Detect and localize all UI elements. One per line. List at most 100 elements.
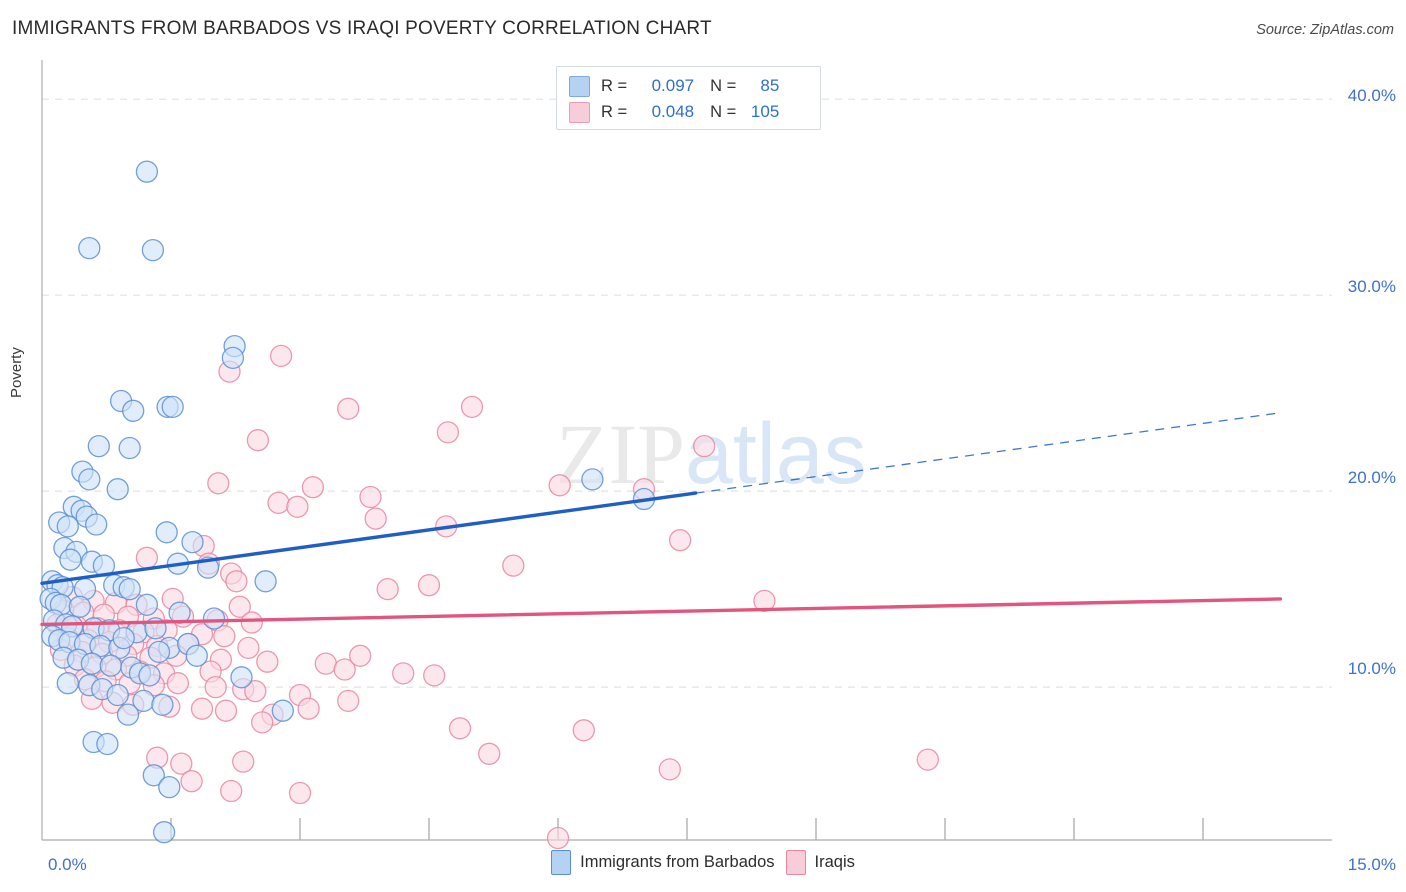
series-legend-item-barbados[interactable]: Immigrants from Barbados xyxy=(551,850,775,875)
data-point xyxy=(337,689,360,713)
series-legend-item-iraqis[interactable]: Iraqis xyxy=(785,850,855,875)
data-point xyxy=(254,570,277,593)
data-point xyxy=(376,577,399,601)
data-point xyxy=(185,644,208,667)
data-point xyxy=(502,554,525,577)
y-axis-tick-20: 20.0% xyxy=(1347,468,1396,487)
data-point xyxy=(80,652,104,675)
data-point xyxy=(116,703,140,726)
stats-legend: R = 0.097 N = 85 R = 0.048 N = 105 xyxy=(556,66,821,130)
data-point xyxy=(99,654,122,677)
data-point xyxy=(572,719,595,742)
data-point xyxy=(122,399,145,422)
data-point xyxy=(286,495,309,518)
data-point xyxy=(78,468,101,491)
data-point xyxy=(230,666,253,689)
stats-legend-row-iraqis: R = 0.048 N = 105 xyxy=(569,99,810,125)
data-point xyxy=(251,711,274,734)
data-point xyxy=(244,679,267,703)
data-point xyxy=(85,513,108,536)
data-point xyxy=(256,650,279,673)
data-point xyxy=(138,664,161,687)
data-point xyxy=(135,160,159,183)
data-point xyxy=(202,607,226,630)
trendline-solid-immigrants-from-barbados xyxy=(40,491,698,585)
data-point xyxy=(170,752,193,775)
data-point xyxy=(228,595,251,618)
data-point xyxy=(180,770,203,793)
data-point xyxy=(364,507,387,530)
points-immigrants-from-barbados xyxy=(39,160,656,844)
r-value-pink: 0.048 xyxy=(651,102,695,121)
data-point xyxy=(161,395,184,419)
data-point xyxy=(359,485,382,509)
data-point xyxy=(181,530,204,554)
data-point xyxy=(220,779,243,803)
points-iraqis xyxy=(46,344,939,850)
data-point xyxy=(152,821,176,844)
data-point xyxy=(56,515,79,538)
data-point xyxy=(392,662,415,685)
x-axis-tick-max: 15.0% xyxy=(1347,855,1396,874)
data-point xyxy=(135,593,159,616)
data-point xyxy=(423,664,446,687)
r-label-pink: R = xyxy=(601,102,628,121)
legend-swatch-blue-icon xyxy=(569,75,590,97)
data-point xyxy=(135,546,159,569)
x-axis-tick-min: 0.0% xyxy=(48,855,87,874)
data-point xyxy=(916,748,939,771)
data-point xyxy=(546,826,570,850)
data-point xyxy=(297,697,320,720)
data-point xyxy=(56,672,79,695)
n-value-blue: 85 xyxy=(760,76,780,95)
data-point xyxy=(87,434,110,458)
data-point xyxy=(232,750,255,773)
data-point xyxy=(478,742,501,765)
series-label-iraqis: Iraqis xyxy=(814,853,855,871)
data-point xyxy=(106,683,129,707)
data-point xyxy=(693,434,716,458)
data-point xyxy=(106,478,129,501)
data-point xyxy=(753,589,776,613)
data-point xyxy=(190,697,214,720)
n-value-pink: 105 xyxy=(750,102,780,121)
n-label-pink: N = xyxy=(710,102,737,121)
data-point xyxy=(166,672,190,695)
data-point xyxy=(118,436,141,460)
data-point xyxy=(349,644,372,667)
data-point xyxy=(225,570,248,593)
data-point xyxy=(581,468,604,491)
page-title: IMMIGRANTS FROM BARBADOS VS IRAQI POVERT… xyxy=(12,18,712,39)
data-point xyxy=(204,675,227,699)
data-point xyxy=(158,775,181,799)
data-point xyxy=(301,476,325,499)
series-swatch-iraqis-icon xyxy=(785,850,806,875)
data-point xyxy=(96,732,119,756)
source-attribution: Source: ZipAtlas.com xyxy=(1256,22,1394,38)
data-point xyxy=(269,344,293,368)
data-point xyxy=(436,421,460,444)
series-swatch-barbados-icon xyxy=(551,850,572,875)
data-point xyxy=(221,346,245,370)
n-label-blue: N = xyxy=(710,76,737,95)
data-point xyxy=(118,577,141,601)
data-point xyxy=(207,472,230,495)
y-axis-tick-40: 40.0% xyxy=(1347,86,1396,105)
data-point xyxy=(112,626,135,650)
data-point xyxy=(214,699,238,722)
data-point xyxy=(337,397,360,420)
data-point xyxy=(333,658,356,681)
trendline-dashed-extension xyxy=(695,412,1281,494)
data-point xyxy=(314,652,337,675)
data-point xyxy=(246,429,270,452)
trendline-iraqis xyxy=(40,597,1283,627)
data-point xyxy=(142,764,165,787)
data-point xyxy=(59,548,82,571)
data-point xyxy=(548,474,571,497)
data-point xyxy=(240,611,263,634)
r-label-blue: R = xyxy=(601,76,628,95)
data-point xyxy=(460,395,484,419)
data-point xyxy=(271,699,294,722)
